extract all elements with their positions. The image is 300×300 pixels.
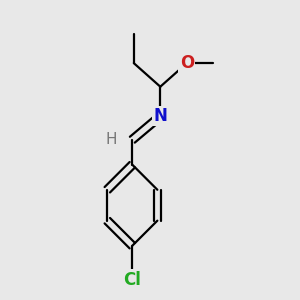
Text: Cl: Cl: [123, 271, 141, 289]
Text: N: N: [153, 107, 167, 125]
Text: O: O: [180, 54, 194, 72]
Text: H: H: [105, 132, 117, 147]
